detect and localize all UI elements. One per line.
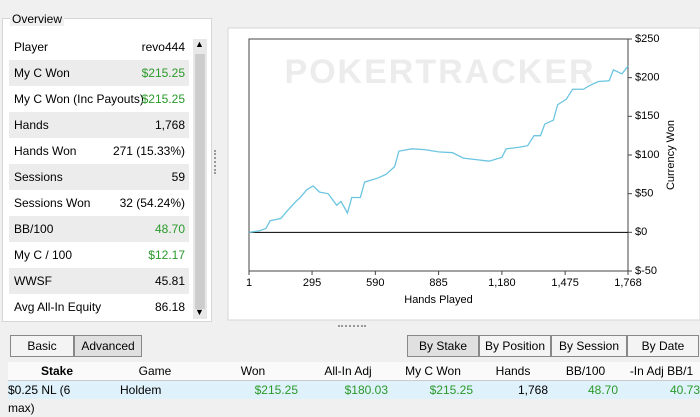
stat-value: 45.81 xyxy=(154,274,185,288)
stat-value: 48.70 xyxy=(154,222,185,236)
splitter-h[interactable] xyxy=(338,325,366,327)
table-cell: $0.25 NL (6 max) xyxy=(8,383,71,415)
column-header[interactable]: -In Adj BB/1 xyxy=(629,364,694,378)
stat-label: My C / 100 xyxy=(14,248,73,262)
tab[interactable]: By Date xyxy=(627,335,699,357)
y-tick-label: $150 xyxy=(635,110,659,122)
stat-label: My C Won (Inc Payouts) xyxy=(14,92,144,106)
stat-label: Hands xyxy=(14,118,49,132)
splitter[interactable] xyxy=(214,150,220,174)
column-header[interactable]: All-In Adj xyxy=(324,364,372,378)
x-tick-label: 885 xyxy=(429,277,447,289)
tab[interactable]: By Session xyxy=(551,335,627,357)
stat-label: Avg All-In Equity xyxy=(14,300,102,314)
table-header: Stake Game Won All-In Adj My C Won Hands BB/10… xyxy=(8,362,700,381)
screen: Overview ▲ ▼ Player revo444 My C Won $215.2… xyxy=(2,12,700,415)
stat-value: 32 (54.24%) xyxy=(119,196,185,210)
stat-value: 86.18 xyxy=(154,300,185,314)
x-tick-label: 1 xyxy=(246,277,252,289)
stat-value: $215.25 xyxy=(141,66,185,80)
stat-label: Sessions Won xyxy=(14,196,91,210)
scroll-down[interactable]: ▼ xyxy=(195,307,204,317)
stat-label: Sessions xyxy=(14,170,63,184)
stat-label: BB/100 xyxy=(14,222,54,236)
stat-row: Sessions 59 xyxy=(9,164,189,190)
scroll-up[interactable]: ▲ xyxy=(195,39,204,49)
stat-row: My C / 100 $12.17 xyxy=(9,242,189,268)
x-tick-label: 590 xyxy=(366,277,384,289)
series-line xyxy=(248,65,629,233)
tab[interactable]: Basic xyxy=(10,335,74,357)
stat-row: WWSF 45.81 xyxy=(9,268,189,294)
column-header[interactable]: BB/100 xyxy=(565,364,606,378)
column-header[interactable]: Won xyxy=(240,364,266,378)
stat-label: Player xyxy=(14,40,49,54)
column-header[interactable]: Stake xyxy=(40,364,74,378)
tab[interactable]: By Position xyxy=(479,335,551,357)
stat-value: revo444 xyxy=(141,40,185,54)
column-header[interactable]: My C Won xyxy=(405,364,461,378)
stat-value: $215.25 xyxy=(141,92,185,106)
y-tick-label: $0 xyxy=(635,226,647,238)
y-tick-label: $50 xyxy=(635,188,653,200)
table-row[interactable]: $0.25 NL (6 max) Holdem $215.25 $180.03 $215… xyxy=(8,381,700,415)
overview-panel: ▲ ▼ Player revo444 My C Won $215.25 My C Won… xyxy=(2,18,212,322)
tab[interactable]: By Stake xyxy=(407,335,479,357)
table-cell: Holdem xyxy=(120,383,162,397)
stat-value: 59 xyxy=(171,170,185,184)
stat-value: $12.17 xyxy=(148,248,185,262)
table-cell: $180.03 xyxy=(344,383,388,397)
stat-value: 271 (15.33%) xyxy=(112,144,185,158)
stat-row: My C Won (Inc Payouts) $215.25 xyxy=(9,86,189,112)
stat-row: Avg All-In Equity 86.18 xyxy=(9,294,189,320)
x-tick-label: 1,768 xyxy=(614,277,642,289)
y-tick-label: $250 xyxy=(635,33,659,45)
stat-label: WWSF xyxy=(14,274,52,288)
x-tick-label: 1,475 xyxy=(551,277,579,289)
table-cell: 1,768 xyxy=(517,383,548,397)
x-axis-label: Hands Played xyxy=(404,294,473,306)
watermark: POKERTRACKER xyxy=(284,53,595,91)
y-tick-label: $200 xyxy=(635,72,659,84)
column-header[interactable]: Hands xyxy=(495,364,531,378)
x-tick-label: 1,180 xyxy=(488,277,516,289)
stat-row: My C Won $215.25 xyxy=(9,60,189,86)
stat-value: 1,768 xyxy=(154,118,185,132)
chart: POKERTRACKER $-50 $0 $50 $100 $150 $200 $250 1 29… xyxy=(227,27,700,321)
y-axis-label: Currency Won xyxy=(665,120,677,190)
column-header[interactable]: Game xyxy=(138,364,172,378)
overview-title: Overview xyxy=(10,12,65,26)
stat-row: BB/100 48.70 xyxy=(9,216,189,242)
stat-row: Hands 1,768 xyxy=(9,112,189,138)
x-tick-label: 295 xyxy=(303,277,321,289)
y-tick-label: $100 xyxy=(635,149,659,161)
table-cell: 40.73 xyxy=(669,383,700,397)
stat-row: Player revo444 xyxy=(9,34,189,60)
table-cell: 48.70 xyxy=(587,383,618,397)
stat-row: Sessions Won 32 (54.24%) xyxy=(9,190,189,216)
stat-label: My C Won xyxy=(14,66,70,80)
table-cell: $215.25 xyxy=(429,383,473,397)
y-tick-label: $-50 xyxy=(635,265,657,277)
stat-row: Hands Won 271 (15.33%) xyxy=(9,138,189,164)
table-cell: $215.25 xyxy=(254,383,298,397)
stat-label: Hands Won xyxy=(14,144,77,158)
scroll-thumb[interactable] xyxy=(195,54,205,309)
tab[interactable]: Advanced xyxy=(74,335,142,357)
